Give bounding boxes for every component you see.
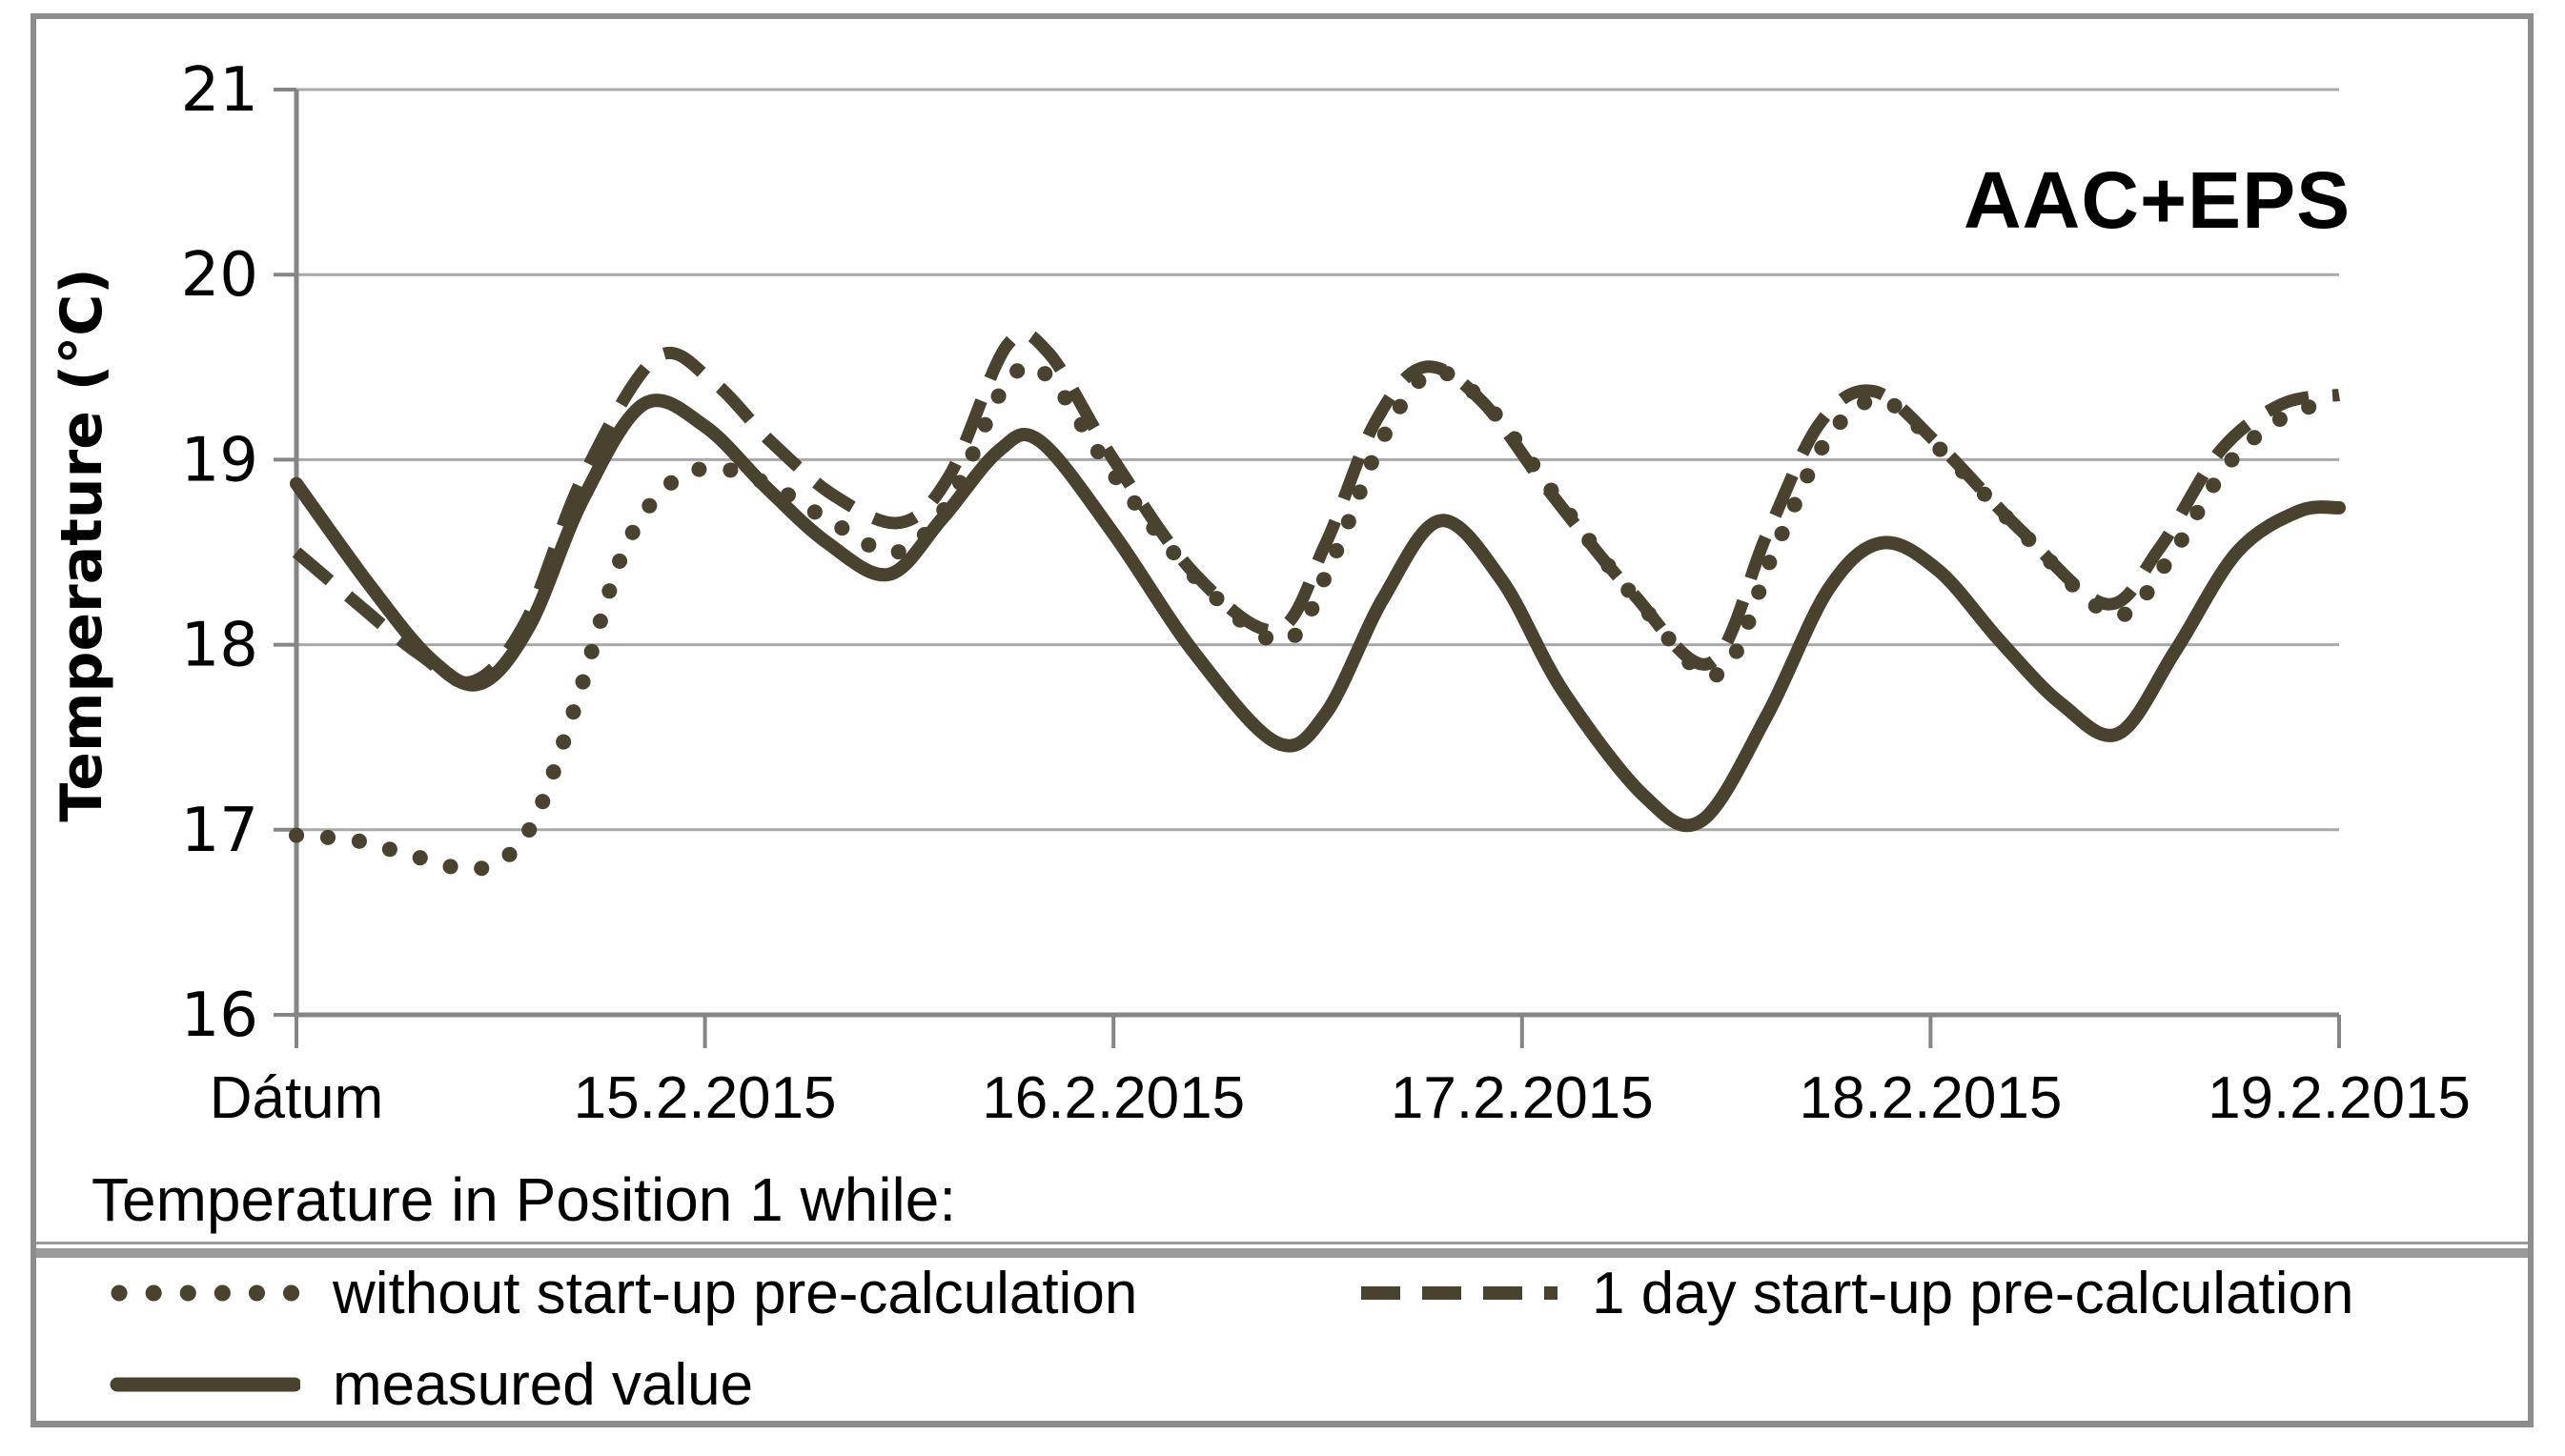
legend-title: Temperature in Position 1 while: <box>92 1165 957 1234</box>
y-tick-label: 21 <box>181 55 258 126</box>
solid-line-swatch-icon <box>110 1377 300 1392</box>
x-tick-label: 16.2.2015 <box>982 1065 1245 1131</box>
x-tick-label: Dátum <box>210 1065 384 1131</box>
series-line-dotted <box>289 357 2347 878</box>
legend-item-1-day-precalculation: 1 day start-up pre-calculation <box>1357 1260 2354 1326</box>
series-line-dashed <box>292 327 2341 689</box>
y-axis-title: Temperature (°C) <box>49 268 115 822</box>
y-tick-label: 18 <box>181 611 258 681</box>
x-tick-label: 19.2.2015 <box>2208 1065 2471 1131</box>
x-tick-label: 18.2.2015 <box>1799 1065 2062 1131</box>
y-tick-label: 17 <box>181 796 258 866</box>
legend-item-label: 1 day start-up pre-calculation <box>1592 1260 2354 1326</box>
legend-separator-thick <box>36 1248 2528 1258</box>
dotted-line-swatch-icon <box>111 1284 300 1302</box>
legend-item-measured-value: measured value <box>110 1351 753 1418</box>
x-tick-label: 15.2.2015 <box>574 1065 837 1131</box>
legend-item-label: without start-up pre-calculation <box>333 1260 1138 1326</box>
legend-item-without-precalculation: without start-up pre-calculation <box>110 1260 1137 1326</box>
dashed-line-swatch-icon <box>1361 1286 1557 1300</box>
figure-border <box>31 13 2534 1427</box>
x-tick-label: 17.2.2015 <box>1391 1065 1654 1131</box>
chart-corner-label: AAC+EPS <box>1964 155 2351 245</box>
legend-item-label: measured value <box>333 1351 754 1418</box>
y-tick-label: 19 <box>181 425 258 495</box>
y-tick-label: 20 <box>181 240 258 311</box>
series-line-solid <box>290 394 2346 833</box>
legend-separator-thin <box>36 1242 2528 1244</box>
y-tick-label: 16 <box>181 981 258 1051</box>
